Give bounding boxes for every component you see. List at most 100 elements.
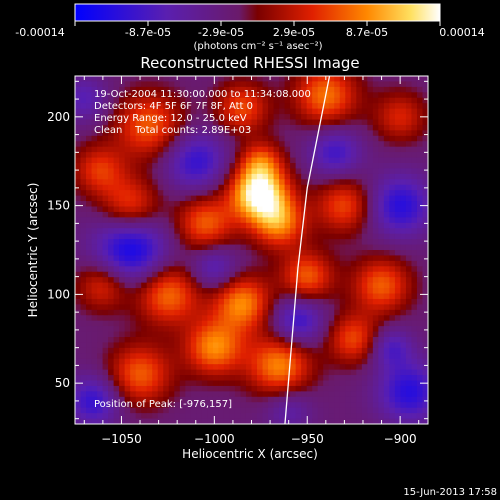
heatmap-cell xyxy=(383,326,390,333)
heatmap-cell xyxy=(378,413,385,420)
heatmap-cell xyxy=(152,255,159,262)
heatmap-cell xyxy=(152,347,159,354)
heatmap-cell xyxy=(119,217,126,224)
heatmap-cell xyxy=(312,407,319,414)
heatmap-cell xyxy=(185,402,192,409)
heatmap-cell xyxy=(389,353,396,360)
heatmap-cell xyxy=(411,358,418,365)
heatmap-cell xyxy=(372,266,379,273)
heatmap-cell xyxy=(229,233,236,240)
heatmap-cell xyxy=(152,190,159,197)
heatmap-cell xyxy=(350,163,357,170)
heatmap-cell xyxy=(179,119,186,126)
heatmap-cell xyxy=(405,168,413,175)
heatmap-cell xyxy=(367,163,374,170)
heatmap-cell xyxy=(113,418,120,424)
heatmap-cell xyxy=(405,250,413,257)
heatmap-cell xyxy=(257,418,264,424)
heatmap-cell xyxy=(295,114,302,121)
heatmap-cell xyxy=(317,282,324,289)
heatmap-cell xyxy=(257,211,264,218)
heatmap-cell xyxy=(207,195,214,202)
heatmap-cell xyxy=(179,277,186,284)
heatmap-cell xyxy=(334,304,341,311)
heatmap-cell xyxy=(416,222,424,229)
heatmap-cell xyxy=(284,119,291,126)
heatmap-cell xyxy=(345,342,352,349)
heatmap-cell xyxy=(245,97,253,104)
heatmap-cell xyxy=(334,418,341,424)
heatmap-cell xyxy=(130,304,137,311)
heatmap-cell xyxy=(223,293,231,300)
heatmap-cell xyxy=(185,173,192,180)
heatmap-cell xyxy=(108,163,115,170)
heatmap-cell xyxy=(196,407,203,414)
heatmap-cell xyxy=(207,81,214,88)
heatmap-cell xyxy=(284,407,291,414)
heatmap-cell xyxy=(328,375,335,382)
heatmap-cell xyxy=(345,293,352,300)
heatmap-cell xyxy=(372,135,379,142)
heatmap-cell xyxy=(201,385,208,392)
heatmap-cell xyxy=(400,217,407,224)
heatmap-cell xyxy=(339,124,346,131)
heatmap-cell xyxy=(80,250,87,257)
heatmap-cell xyxy=(361,103,368,110)
heatmap-cell xyxy=(422,277,428,284)
heatmap-cell xyxy=(190,337,197,344)
y-tick-label: 50 xyxy=(55,376,70,390)
heatmap-cell xyxy=(389,152,396,159)
heatmap-cell xyxy=(119,288,126,295)
heatmap-cell xyxy=(218,375,225,382)
heatmap-cell xyxy=(312,266,319,273)
heatmap-cell xyxy=(306,146,313,153)
heatmap-cell xyxy=(146,347,153,354)
heatmap-cell xyxy=(119,358,126,365)
heatmap-cell xyxy=(229,152,236,159)
heatmap-cell xyxy=(97,141,104,148)
heatmap-cell xyxy=(361,163,368,170)
heatmap-cell xyxy=(201,364,208,371)
heatmap-cell xyxy=(212,298,220,305)
heatmap-cell xyxy=(312,211,319,218)
heatmap-cell xyxy=(152,326,159,333)
heatmap-cell xyxy=(262,114,269,121)
heatmap-cell xyxy=(223,244,231,251)
heatmap-cell xyxy=(130,331,137,338)
heatmap-cell xyxy=(273,402,280,409)
heatmap-cell xyxy=(80,277,87,284)
heatmap-cell xyxy=(97,266,104,273)
heatmap-cell xyxy=(411,103,418,110)
heatmap-cell xyxy=(328,413,335,420)
heatmap-cell xyxy=(422,211,428,218)
heatmap-cell xyxy=(317,347,324,354)
heatmap-cell xyxy=(284,195,291,202)
heatmap-cell xyxy=(113,233,120,240)
heatmap-cell xyxy=(218,195,225,202)
heatmap-cell xyxy=(273,211,280,218)
heatmap-cell xyxy=(223,179,231,186)
heatmap-cell xyxy=(168,402,175,409)
heatmap-cell xyxy=(135,130,142,137)
heatmap-cell xyxy=(350,277,357,284)
heatmap-cell xyxy=(367,337,374,344)
heatmap-cell xyxy=(168,309,175,316)
heatmap-cell xyxy=(394,108,402,115)
heatmap-cell xyxy=(113,260,120,267)
heatmap-cell xyxy=(372,255,379,262)
heatmap-cell xyxy=(157,364,164,371)
heatmap-cell xyxy=(405,293,413,300)
heatmap-cell xyxy=(157,157,164,164)
heatmap-cell xyxy=(262,179,269,186)
heatmap-cell xyxy=(317,163,324,170)
heatmap-cell xyxy=(141,309,148,316)
heatmap-cell xyxy=(223,135,231,142)
heatmap-cell xyxy=(394,315,402,322)
heatmap-cell xyxy=(157,244,164,251)
heatmap-cell xyxy=(383,282,390,289)
heatmap-cell xyxy=(361,255,368,262)
heatmap-cell xyxy=(383,320,390,327)
heatmap-cell xyxy=(157,260,164,267)
heatmap-cell xyxy=(339,293,346,300)
heatmap-cell xyxy=(146,97,153,104)
